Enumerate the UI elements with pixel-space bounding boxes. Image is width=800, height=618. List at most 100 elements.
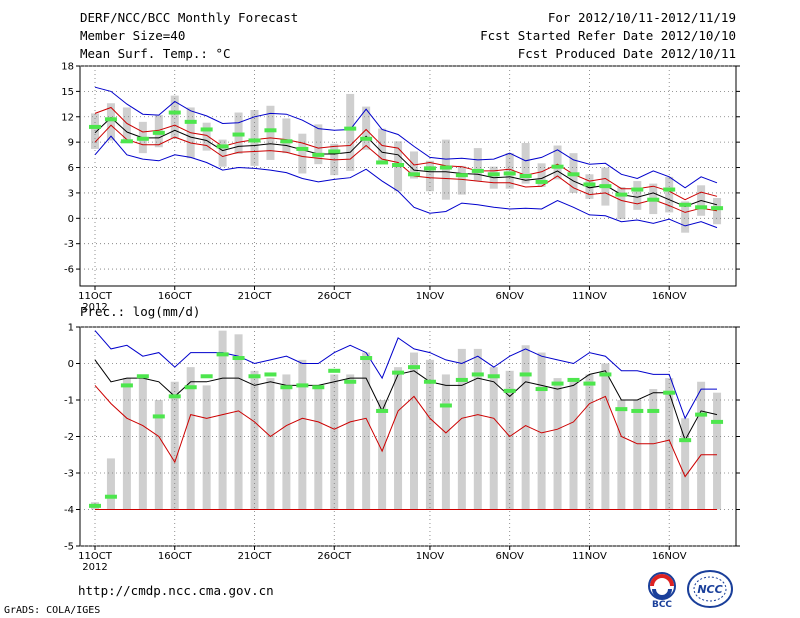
obs-marker (663, 390, 676, 395)
obs-marker (360, 356, 373, 361)
y-tick-label: 1 (68, 323, 74, 334)
spread-bar (441, 374, 450, 510)
obs-marker (248, 138, 261, 143)
obs-marker (519, 174, 532, 178)
y-tick-label: 18 (61, 62, 74, 73)
obs-marker (535, 387, 548, 392)
spread-bar (681, 201, 690, 233)
spread-bar (617, 400, 626, 510)
precipitation-panel: -5 -4 -3 -2 -1 0 1 11OCT 16OCT 21OCT 26OCT 1NOV 6NOV… (64, 323, 740, 573)
x-tick-label: 11OCT (78, 291, 113, 302)
spread-bar (713, 198, 722, 225)
obs-marker (503, 171, 516, 176)
spread-bar (314, 385, 323, 510)
obs-marker (631, 187, 644, 192)
obs-marker (136, 374, 149, 379)
series-line-red (94, 124, 718, 213)
spread-bar (314, 124, 323, 165)
obs-marker (312, 152, 325, 157)
ncc-logo-text: NCC (697, 583, 722, 596)
y-tick-label: 0 (68, 214, 74, 225)
spread-bar (585, 374, 594, 510)
spread-bar (106, 103, 115, 141)
y-tick-label: 9 (68, 138, 74, 149)
obs-marker (168, 394, 181, 399)
x-tick-label: 11NOV (572, 551, 607, 562)
x-tick-label: 21OCT (238, 551, 273, 562)
y-tick-label: 0 (68, 359, 74, 370)
obs-marker (264, 128, 277, 133)
temperature-panel: -6 -3 0 3 6 9 12 15 18 11OCT 16OCT 21OCT 26OCT 1NOV 6N… (61, 62, 740, 313)
series-line-blue (94, 86, 718, 189)
spread-bar (425, 160, 434, 192)
y-tick-label: -3 (64, 239, 74, 250)
spread-bar (91, 113, 99, 149)
y-tick-label: -5 (64, 542, 74, 553)
spread-bar (170, 95, 179, 139)
obs-marker (471, 168, 484, 173)
x-tick-label: 11OCT (78, 551, 113, 562)
obs-marker (136, 136, 149, 141)
obs-marker (120, 139, 133, 144)
spread-bar (266, 378, 275, 510)
spread-bar (346, 374, 355, 510)
spread-bar (633, 400, 642, 510)
obs-marker (376, 160, 389, 165)
spread-bar (330, 374, 339, 510)
spread-bar (298, 133, 307, 174)
x-tick-label: 16OCT (158, 551, 193, 562)
obs-marker (487, 172, 500, 177)
header-right-line-3: Fcst Produced Date 2012/10/11 (517, 46, 736, 61)
obs-marker (392, 370, 405, 375)
obs-marker (104, 494, 117, 499)
grads-credit: GrADS: COLA/IGES (4, 605, 101, 616)
spread-bar (713, 392, 722, 510)
x-tick-label: 1NOV (416, 551, 445, 562)
spread-bar (378, 400, 387, 510)
obs-marker (184, 385, 197, 390)
obs-marker (216, 144, 229, 149)
obs-marker (232, 132, 245, 137)
spread-bar (170, 381, 179, 510)
obs-marker (439, 403, 452, 408)
obs-marker (89, 503, 101, 508)
obs-marker (439, 165, 452, 170)
obs-marker (296, 383, 309, 388)
x-tick-label: 26OCT (317, 551, 352, 562)
obs-marker (216, 352, 229, 357)
spread-bar (346, 93, 355, 171)
source-url[interactable]: http://cmdp.ncc.cma.gov.cn (78, 583, 274, 598)
obs-marker (551, 164, 564, 169)
obs-marker (551, 381, 564, 386)
obs-marker (408, 172, 420, 177)
x-year-label: 2012 (82, 302, 107, 313)
obs-marker (360, 136, 373, 141)
spread-bar (681, 418, 690, 510)
x-tick-label: 1NOV (416, 291, 445, 302)
spread-bar (649, 389, 658, 510)
spread-bar (473, 348, 482, 510)
spread-bar (298, 359, 307, 510)
series-line-black (94, 116, 718, 208)
spread-bar (633, 181, 642, 210)
spread-bar (282, 374, 291, 510)
obs-marker (679, 202, 692, 207)
obs-marker (487, 374, 500, 379)
spread-bar (266, 105, 275, 160)
spread-bar (537, 163, 546, 187)
obs-marker (663, 187, 676, 192)
obs-marker (711, 419, 724, 424)
obs-marker (408, 365, 420, 370)
spread-bar (154, 400, 163, 510)
obs-marker (152, 414, 165, 419)
spread-bar (218, 330, 227, 510)
x-year-label: 2012 (82, 562, 107, 573)
obs-marker (535, 179, 548, 184)
obs-marker (583, 381, 596, 386)
obs-marker (679, 438, 692, 443)
obs-marker (567, 377, 580, 382)
header-left-line-3: Mean Surf. Temp.: °C (80, 46, 231, 61)
header-left-line-1: DERF/NCC/BCC Monthly Forecast (80, 10, 299, 25)
y-tick-label: 6 (68, 163, 74, 174)
spread-bar (122, 378, 131, 510)
